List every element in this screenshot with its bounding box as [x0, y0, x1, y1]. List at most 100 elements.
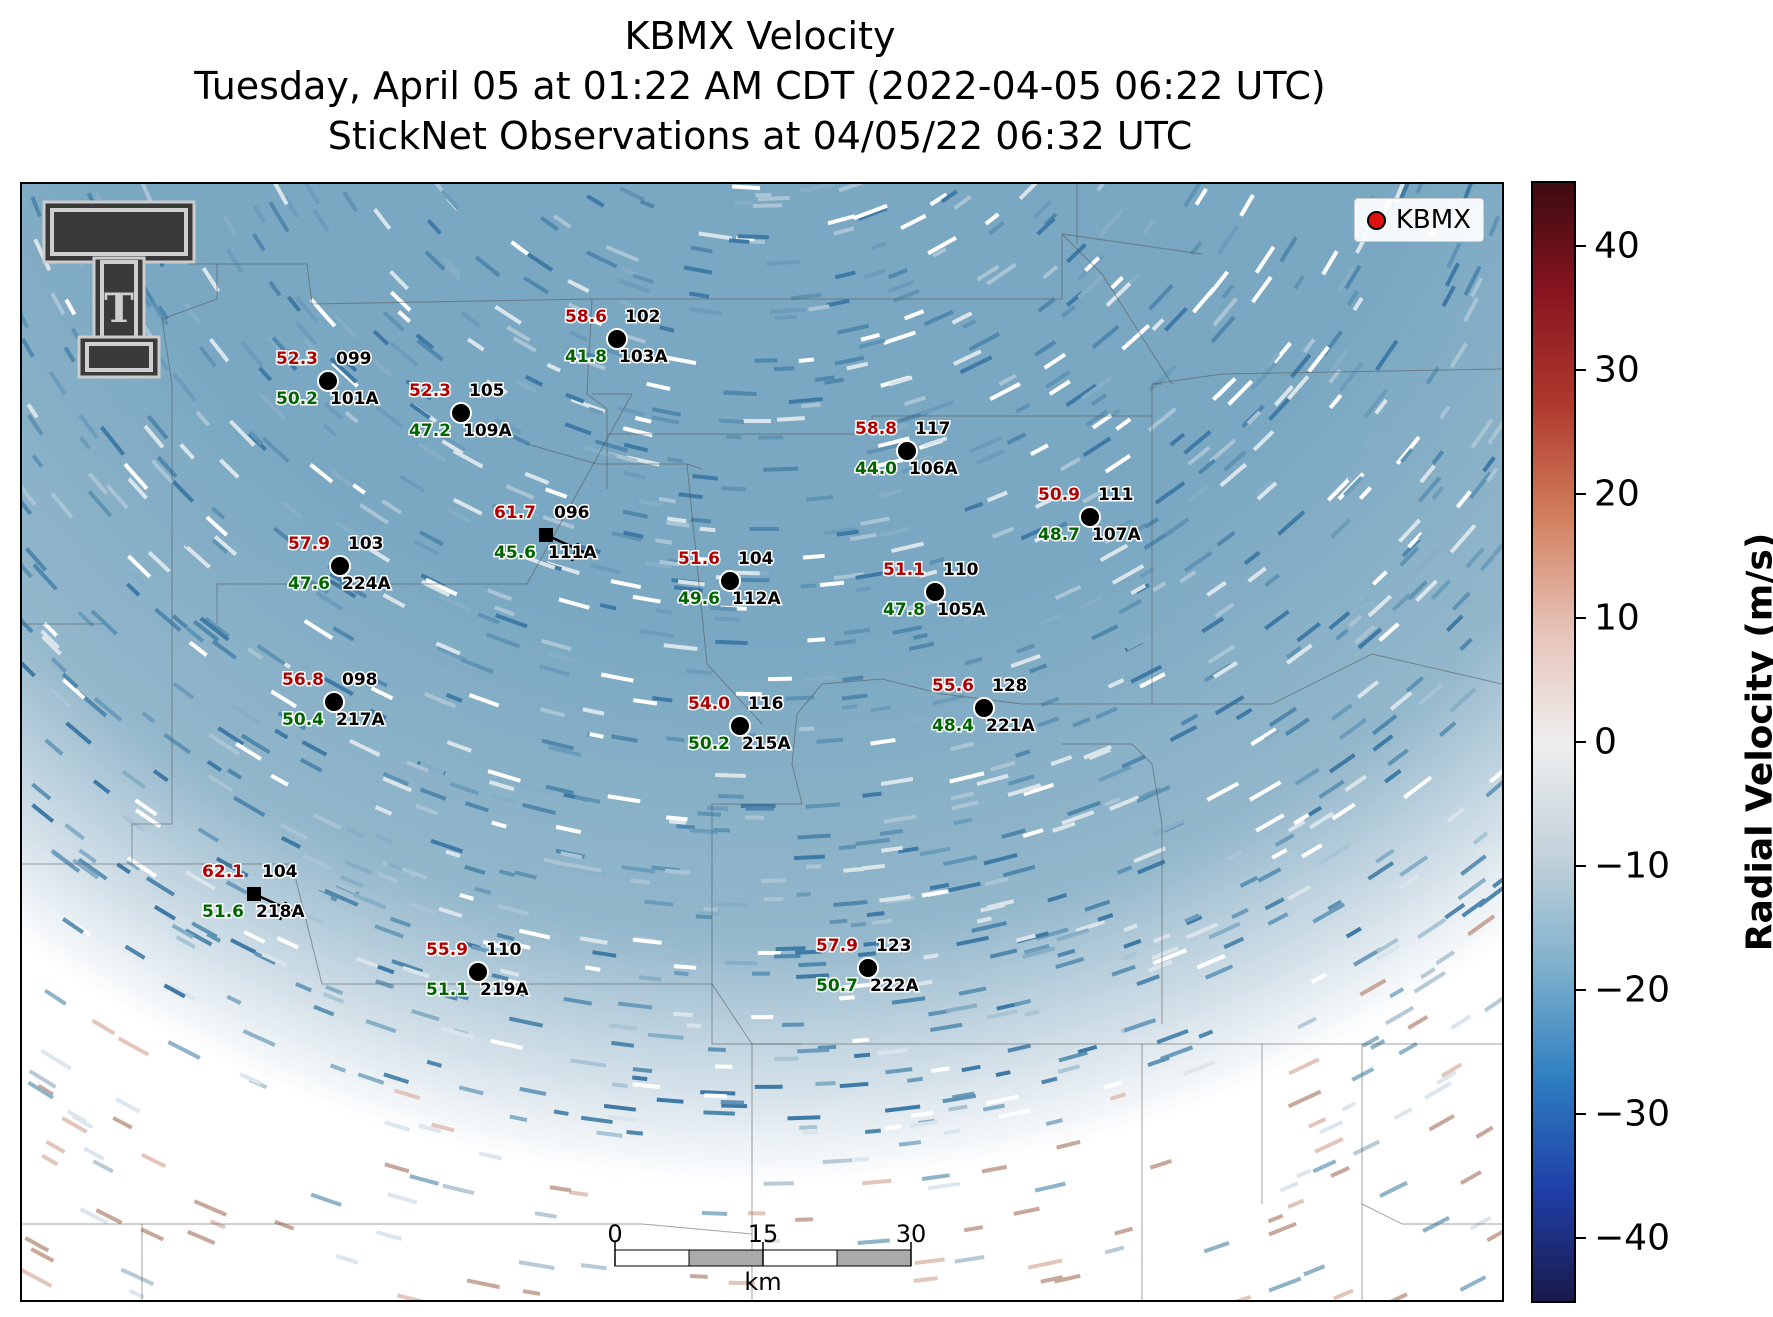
- velocity-streak: [617, 278, 651, 294]
- velocity-streak: [704, 1093, 727, 1099]
- station-109A[interactable]: 52.3 105 47.2 109A: [408, 380, 514, 443]
- velocity-streak: [299, 757, 323, 773]
- velocity-streak: [1104, 454, 1132, 474]
- velocity-streak: [120, 1267, 155, 1287]
- velocity-streak: [1363, 388, 1389, 419]
- velocity-streak: [1372, 734, 1394, 752]
- station-111A[interactable]: 61.7 096 45.6 111A: [493, 502, 599, 565]
- velocity-streak: [800, 184, 836, 194]
- velocity-streak: [553, 1109, 569, 1116]
- velocity-streak: [1255, 813, 1285, 833]
- velocity-streak: [1398, 873, 1420, 890]
- velocity-streak: [1344, 264, 1362, 290]
- velocity-streak: [754, 358, 778, 363]
- station-sustained: 47.6: [288, 574, 330, 594]
- velocity-streak: [565, 392, 585, 404]
- velocity-streak: [995, 1070, 1011, 1078]
- velocity-streak: [1061, 810, 1095, 826]
- station-219A[interactable]: 55.9 110 51.1 219A: [425, 939, 531, 1002]
- velocity-streak: [1303, 1264, 1326, 1277]
- velocity-streak: [1136, 974, 1160, 987]
- velocity-streak: [914, 454, 934, 464]
- velocity-streak: [754, 1084, 783, 1089]
- station-112A[interactable]: 51.6 104 49.6 112A: [677, 548, 783, 611]
- station-221A[interactable]: 55.6 128 48.4 221A: [931, 675, 1037, 738]
- velocity-streak: [1179, 570, 1197, 584]
- radar-map[interactable]: 52.3 099 50.2 101A 58.6 102 41.8 103A 52.3 105 47.…: [20, 182, 1504, 1302]
- velocity-streak: [1288, 1057, 1320, 1076]
- velocity-streak: [1469, 471, 1492, 500]
- velocity-streak: [134, 798, 158, 817]
- station-106A[interactable]: 58.8 117 44.0 106A: [854, 418, 960, 481]
- velocity-streak: [417, 442, 447, 463]
- velocity-streak: [799, 726, 815, 732]
- velocity-streak: [487, 588, 512, 602]
- velocity-streak: [836, 529, 859, 537]
- velocity-streak: [1029, 443, 1049, 456]
- velocity-streak: [1209, 438, 1237, 463]
- velocity-streak: [907, 1076, 923, 1083]
- velocity-streak: [843, 982, 875, 990]
- velocity-streak: [854, 1052, 871, 1059]
- velocity-streak: [991, 526, 1015, 539]
- velocity-streak: [1034, 1181, 1066, 1193]
- station-107A[interactable]: 50.9 111 48.7 107A: [1037, 484, 1143, 547]
- station-direction: 116: [748, 694, 784, 714]
- station-222A[interactable]: 57.9 123 50.7 222A: [815, 935, 921, 998]
- wind-barb-icon: [545, 533, 587, 562]
- velocity-streak: [1037, 716, 1059, 728]
- velocity-streak: [207, 773, 234, 793]
- velocity-streak: [334, 350, 358, 373]
- velocity-streak: [1376, 937, 1399, 954]
- velocity-streak: [409, 1174, 440, 1186]
- velocity-streak: [990, 760, 1016, 772]
- velocity-streak: [1462, 297, 1480, 323]
- velocity-streak: [201, 267, 221, 293]
- velocity-streak: [964, 501, 984, 512]
- velocity-streak: [26, 403, 39, 419]
- velocity-streak: [444, 265, 462, 281]
- velocity-streak: [22, 560, 33, 579]
- velocity-streak: [356, 956, 379, 969]
- station-224A[interactable]: 57.9 103 47.6 224A: [287, 533, 393, 596]
- velocity-streak: [258, 392, 287, 421]
- colorbar-tick-label: −40: [1594, 1217, 1670, 1259]
- velocity-streak: [1375, 339, 1399, 372]
- velocity-streak: [920, 400, 954, 416]
- station-218A[interactable]: 62.1 104 51.6 218A: [201, 861, 307, 924]
- velocity-streak: [183, 543, 211, 569]
- velocity-streak: [389, 916, 411, 928]
- velocity-streak: [1328, 753, 1356, 774]
- velocity-streak: [961, 1064, 981, 1073]
- velocity-streak: [612, 1082, 628, 1089]
- velocity-streak: [1154, 481, 1186, 505]
- velocity-streak: [50, 292, 66, 316]
- velocity-streak: [761, 878, 787, 883]
- velocity-streak: [438, 594, 471, 612]
- velocity-streak: [77, 610, 95, 628]
- velocity-streak: [1438, 721, 1457, 737]
- station-direction: 102: [625, 307, 661, 327]
- velocity-streak: [1374, 398, 1388, 415]
- station-101A[interactable]: 52.3 099 50.2 101A: [275, 348, 381, 411]
- velocity-streak: [496, 932, 515, 942]
- velocity-streak: [567, 302, 589, 316]
- velocity-streak: [1115, 417, 1132, 431]
- velocity-streak: [611, 1040, 635, 1048]
- velocity-streak: [247, 647, 264, 661]
- velocity-streak: [885, 1124, 902, 1131]
- velocity-streak: [931, 1066, 950, 1074]
- station-103A[interactable]: 58.6 102 41.8 103A: [564, 306, 670, 369]
- velocity-streak: [256, 643, 286, 666]
- velocity-streak: [1007, 783, 1042, 797]
- velocity-streak: [611, 531, 642, 542]
- velocity-streak: [452, 497, 483, 516]
- station-105A[interactable]: 51.1 110 47.8 105A: [882, 559, 988, 622]
- station-217A[interactable]: 56.8 098 50.4 217A: [281, 669, 387, 732]
- velocity-streak: [1212, 381, 1232, 401]
- velocity-streak: [1440, 1062, 1463, 1078]
- velocity-streak: [963, 1225, 984, 1233]
- station-215A[interactable]: 54.0 116 50.2 215A: [687, 693, 793, 756]
- velocity-streak: [721, 1103, 748, 1109]
- velocity-streak: [951, 311, 973, 325]
